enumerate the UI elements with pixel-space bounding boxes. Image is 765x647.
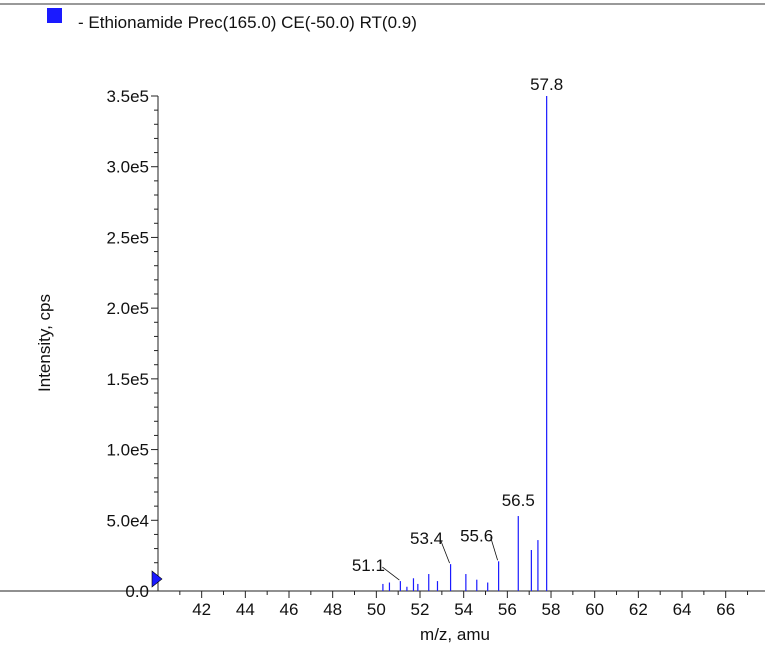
x-tick-label: 48: [323, 600, 342, 619]
y-tick-label: 3.0e5: [106, 158, 149, 177]
peak-label: 53.4: [410, 529, 443, 548]
peak-label-leader: [382, 566, 400, 581]
peaks-group: [382, 96, 548, 591]
y-tick-label: 0.0: [125, 582, 149, 601]
x-tick-label: 58: [542, 600, 561, 619]
legend-label: - Ethionamide Prec(165.0) CE(-50.0) RT(0…: [78, 13, 417, 32]
y-axis-ticks: 0.0 5.0e4 1.0e5 1.5e5 2.0e5 2.5e5 3.0e5 3.5e5: [106, 87, 158, 601]
x-axis-ticks: 42 44 46 48 50 52 54 56 58 60 62 64 66: [179, 591, 749, 619]
x-tick-label: 62: [629, 600, 648, 619]
peak-label-leader: [490, 537, 499, 561]
x-tick-label: 56: [498, 600, 517, 619]
peak-label: 51.1: [352, 556, 385, 575]
y-tick-label: 2.0e5: [106, 299, 149, 318]
x-tick-label: 42: [192, 600, 211, 619]
x-tick-label: 52: [411, 600, 430, 619]
x-tick-label: 50: [367, 600, 386, 619]
y-axis-title: Intensity, cps: [35, 294, 54, 392]
x-tick-label: 60: [585, 600, 604, 619]
x-axis-title: m/z, amu: [420, 625, 490, 644]
peak-labels-group: 51.1 53.4 55.6 56.5 57.8: [352, 75, 563, 581]
x-tick-label: 54: [454, 600, 473, 619]
x-tick-label: 46: [280, 600, 299, 619]
peak-label: 57.8: [530, 75, 563, 94]
origin-marker-icon: [151, 570, 163, 588]
y-tick-label: 5.0e4: [106, 511, 149, 530]
y-tick-label: 3.5e5: [106, 87, 149, 106]
legend-marker: [47, 8, 62, 23]
x-tick-label: 66: [716, 600, 735, 619]
y-tick-label: 1.5e5: [106, 370, 149, 389]
x-tick-label: 64: [673, 600, 692, 619]
peak-label-leader: [440, 539, 450, 564]
peak-label: 55.6: [460, 526, 493, 545]
y-tick-label: 1.0e5: [106, 441, 149, 460]
y-tick-label: 2.5e5: [106, 228, 149, 247]
x-tick-label: 44: [236, 600, 255, 619]
peak-label: 56.5: [502, 491, 535, 510]
